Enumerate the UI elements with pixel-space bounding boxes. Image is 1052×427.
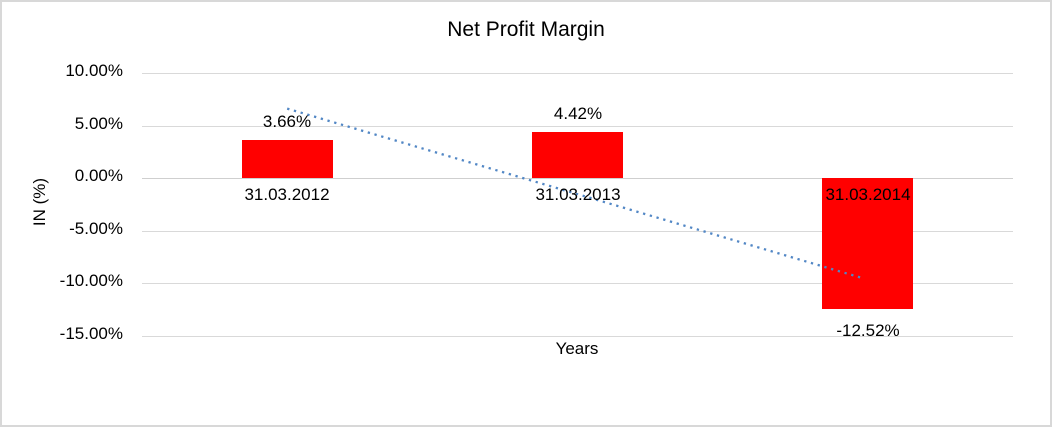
y-tick-label: 10.00% bbox=[65, 61, 123, 80]
y-tick-label: 5.00% bbox=[74, 114, 123, 133]
category-label: 31.03.2014 bbox=[825, 185, 911, 204]
y-tick-label: -15.00% bbox=[59, 324, 123, 343]
gridline bbox=[142, 283, 1013, 284]
data-label: 4.42% bbox=[553, 104, 603, 123]
category-label: 31.03.2013 bbox=[535, 185, 621, 204]
chart-title: Net Profit Margin bbox=[447, 18, 605, 41]
gridline bbox=[142, 336, 1013, 337]
y-tick-label: -5.00% bbox=[69, 219, 123, 238]
y-tick-label: 0.00% bbox=[74, 166, 123, 185]
y-tick-label: -10.00% bbox=[59, 271, 123, 290]
data-label: 3.66% bbox=[262, 112, 312, 131]
x-axis-title: Years bbox=[555, 339, 599, 358]
gridline bbox=[142, 73, 1013, 74]
category-label: 31.03.2012 bbox=[244, 185, 330, 204]
data-label: -12.52% bbox=[836, 321, 900, 340]
